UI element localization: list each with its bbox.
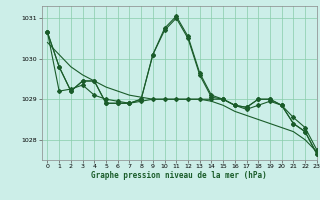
X-axis label: Graphe pression niveau de la mer (hPa): Graphe pression niveau de la mer (hPa) bbox=[91, 171, 267, 180]
